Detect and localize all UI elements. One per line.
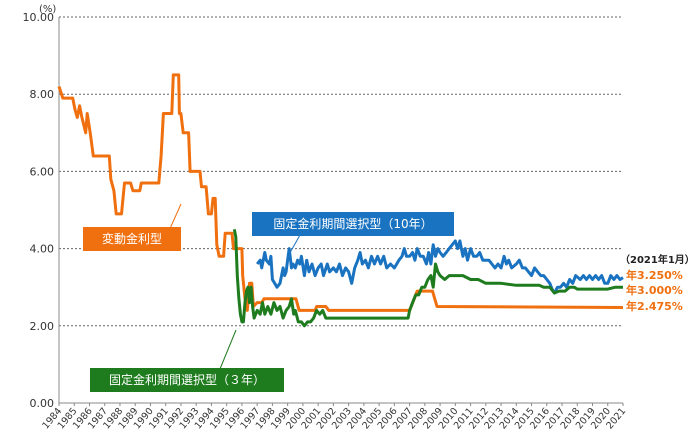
y-tick-label: 4.00 (30, 243, 55, 256)
y-tick-label: 2.00 (30, 320, 55, 333)
y-unit-label: (%) (39, 4, 56, 15)
series-lines (57, 73, 624, 328)
y-tick-label: 6.00 (30, 165, 55, 178)
label-leader-10y (286, 234, 301, 259)
y-tick-label: 10.00 (23, 11, 55, 24)
label-variable-text: 変動金利型 (102, 231, 162, 246)
label-leader-3y (219, 329, 237, 370)
series-line-fixed-3y (232, 229, 623, 328)
label-fixed-3y-text: 固定金利期間選択型（３年） (109, 372, 265, 387)
y-axis: 0.00 2.00 4.00 6.00 8.00 10.00 (23, 11, 55, 410)
series-line-fixed-10y (256, 239, 624, 295)
y-tick-label: 0.00 (30, 397, 55, 410)
end-label-10y: 年3.250% (626, 268, 683, 282)
label-fixed-10y-text: 固定金利期間選択型（10年） (273, 216, 432, 231)
grid (58, 16, 623, 404)
series-line-variable (57, 73, 624, 312)
y-tick-label: 8.00 (30, 88, 55, 101)
label-fixed-10y: 固定金利期間選択型（10年） (252, 212, 454, 236)
end-label-variable: 年2.475% (626, 299, 683, 313)
x-axis: 1984198519861987198819891990199119921993… (40, 403, 628, 431)
label-variable: 変動金利型 (83, 227, 181, 251)
end-label-3y: 年3.000% (626, 283, 683, 297)
as-of-label: （2021年1月） (620, 253, 695, 266)
label-fixed-3y: 固定金利期間選択型（３年） (90, 368, 284, 392)
